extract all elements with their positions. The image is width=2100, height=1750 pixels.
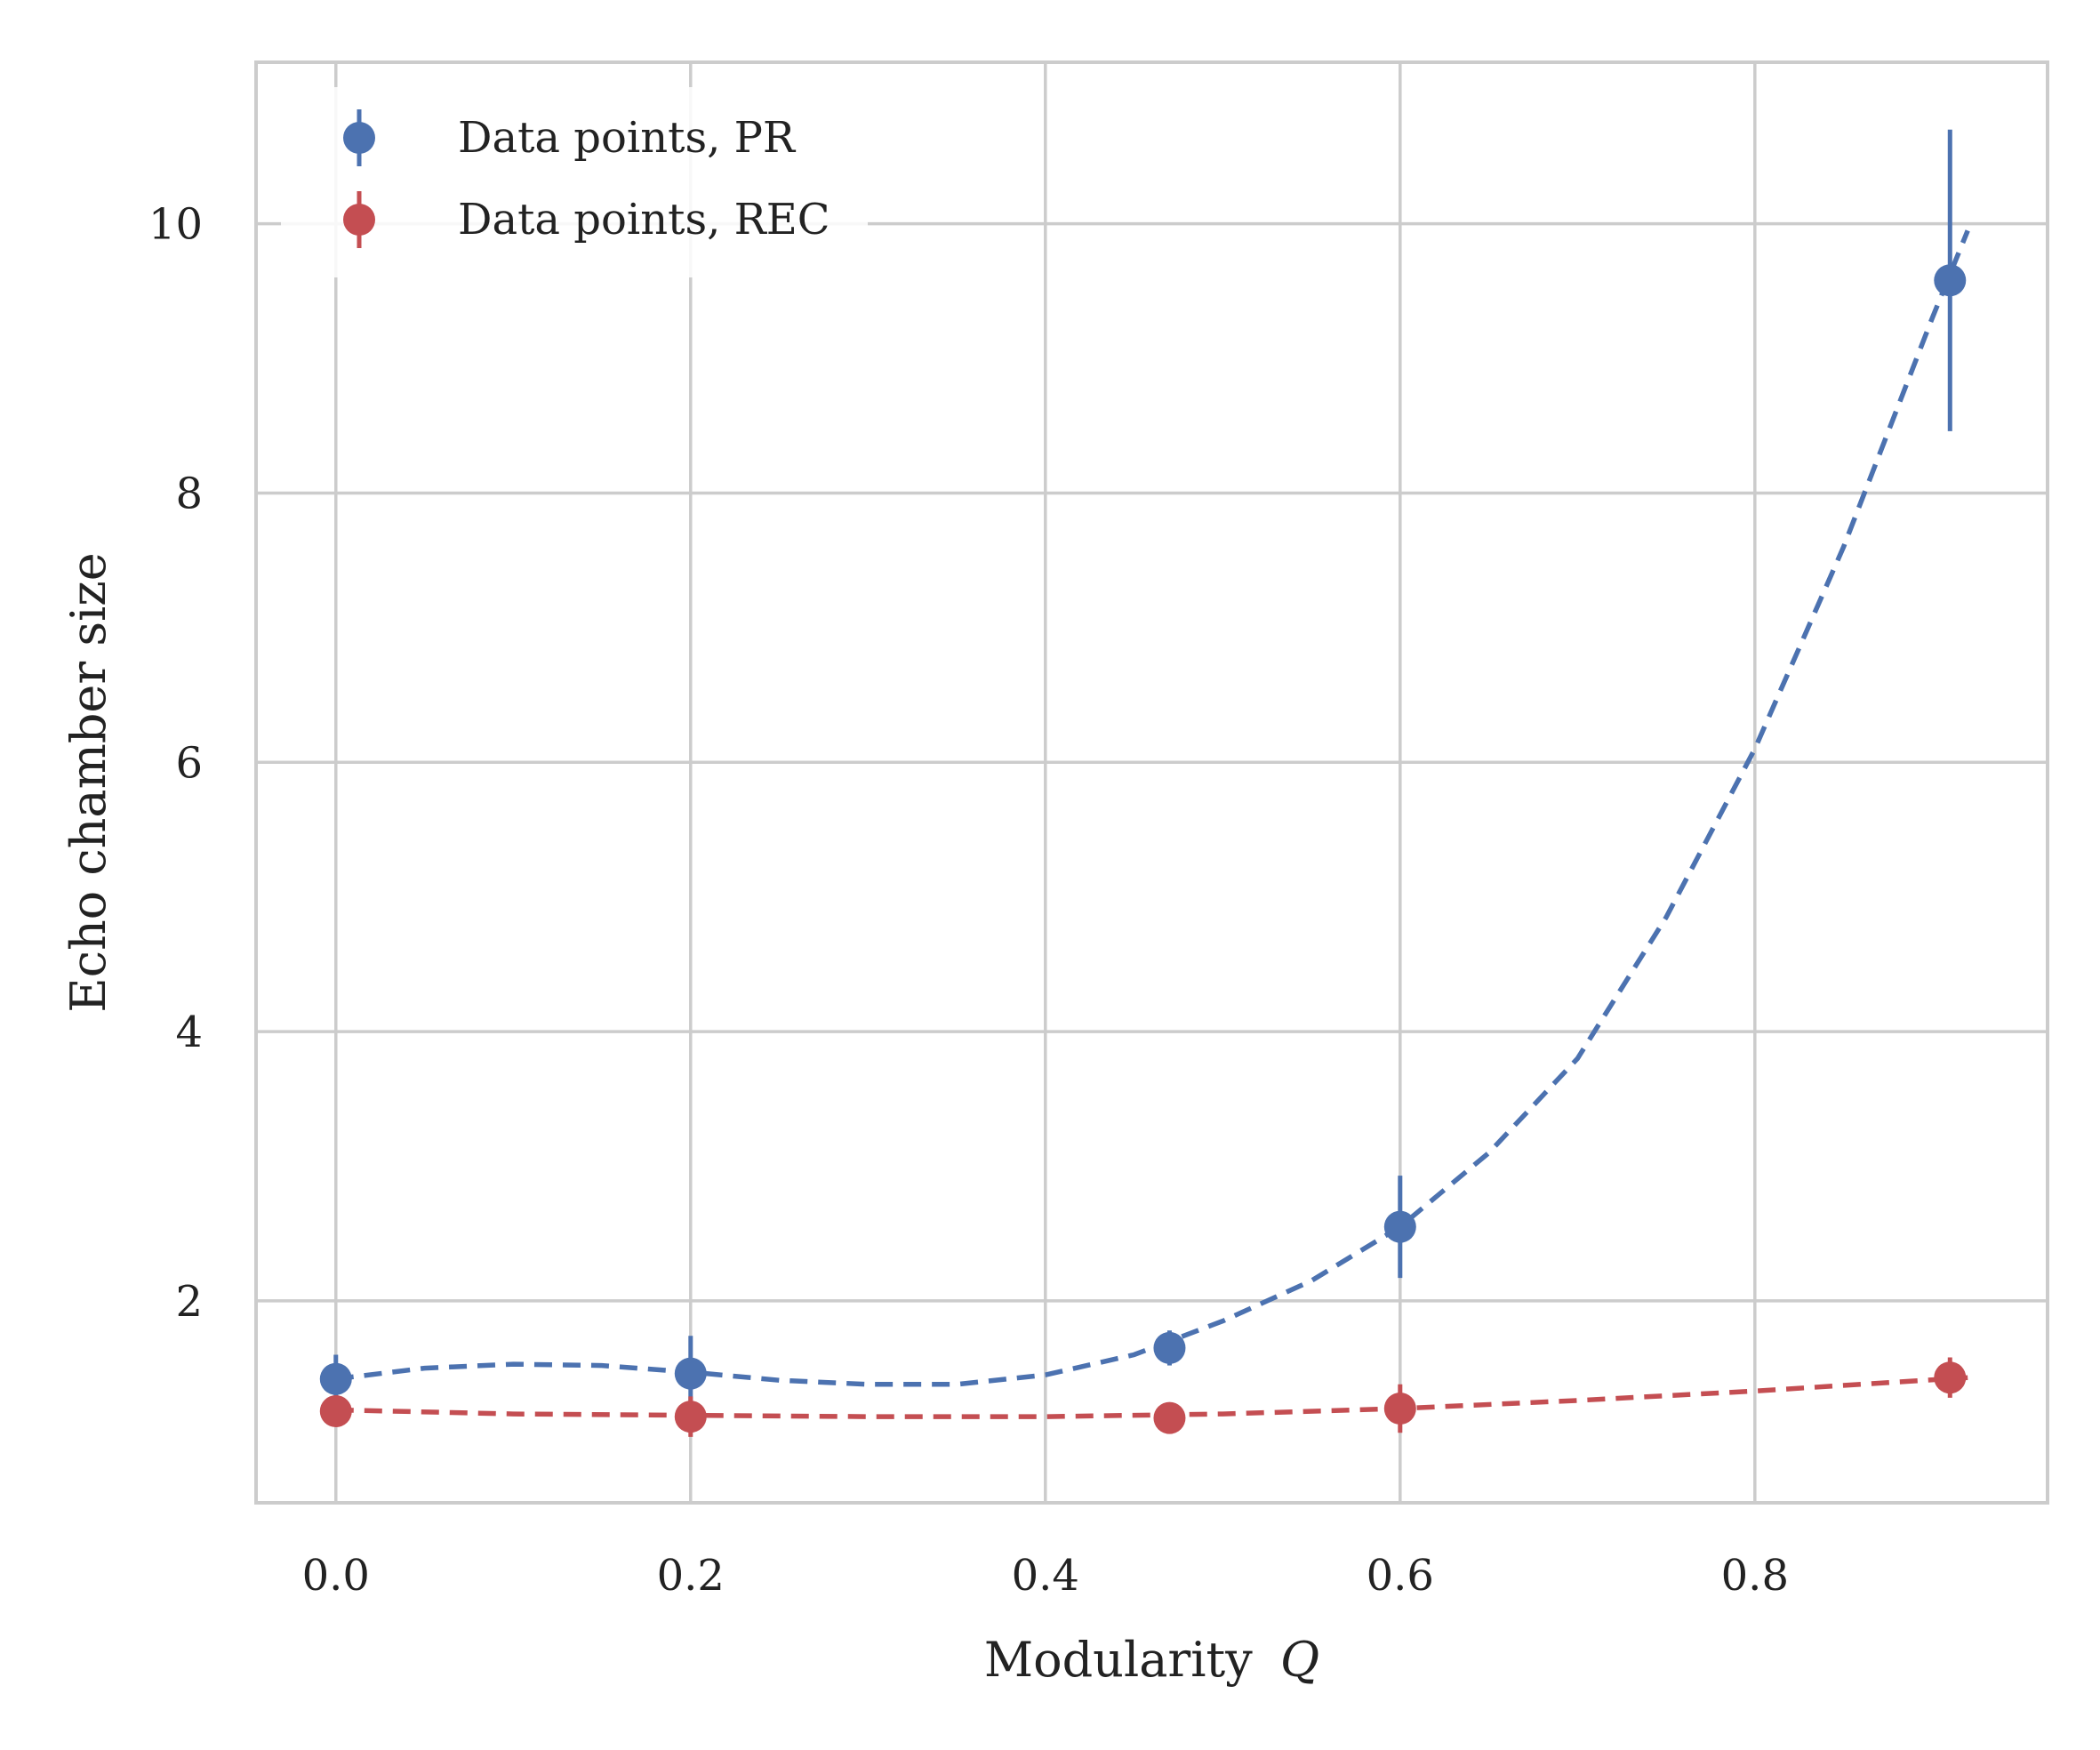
data-point (319, 1362, 352, 1395)
legend-box (281, 87, 868, 277)
legend-label: Data points, REC (458, 195, 830, 245)
data-point (674, 1357, 707, 1390)
data-point (1383, 1210, 1416, 1243)
data-point (1934, 1361, 1967, 1394)
x-tick-label: 0.2 (657, 1551, 725, 1601)
grid (256, 62, 2048, 1503)
y-tick-label: 10 (148, 200, 203, 250)
data-points (319, 264, 1967, 1434)
y-axis-label: Echo chamber size (60, 552, 116, 1012)
data-point (1153, 1401, 1186, 1434)
x-tick-label: 0.4 (1012, 1551, 1079, 1601)
x-tick-label: 0.8 (1721, 1551, 1789, 1601)
y-tick-label: 6 (175, 738, 203, 788)
fit-lines (335, 229, 1970, 1419)
x-tick-label: 0.6 (1367, 1551, 1434, 1601)
data-point (674, 1401, 707, 1433)
y-tick-labels: 2 4 6 8 10 (148, 200, 203, 1327)
x-tick-label: 0.0 (302, 1551, 370, 1601)
data-point (1383, 1393, 1416, 1425)
x-axis-label-symbol: Q (1280, 1632, 1319, 1688)
legend-marker (343, 204, 375, 236)
x-axis-label: Modularity Q (984, 1632, 1319, 1688)
fit-line-2 (335, 1375, 1968, 1419)
data-point (1934, 264, 1967, 297)
legend-marker (343, 122, 375, 154)
y-tick-label: 2 (175, 1277, 203, 1327)
data-point (1153, 1331, 1186, 1364)
x-tick-labels: 0.0 0.2 0.4 0.6 0.8 (302, 1551, 1789, 1601)
y-tick-label: 4 (175, 1007, 203, 1057)
legend-label: Data points, PR (458, 113, 797, 163)
y-tick-label: 8 (175, 469, 203, 518)
plot-frame (254, 60, 2049, 1505)
x-axis-label-text: Modularity (984, 1632, 1253, 1688)
data-point (319, 1395, 352, 1428)
legend: Data points, PR Data points, REC (281, 87, 868, 277)
